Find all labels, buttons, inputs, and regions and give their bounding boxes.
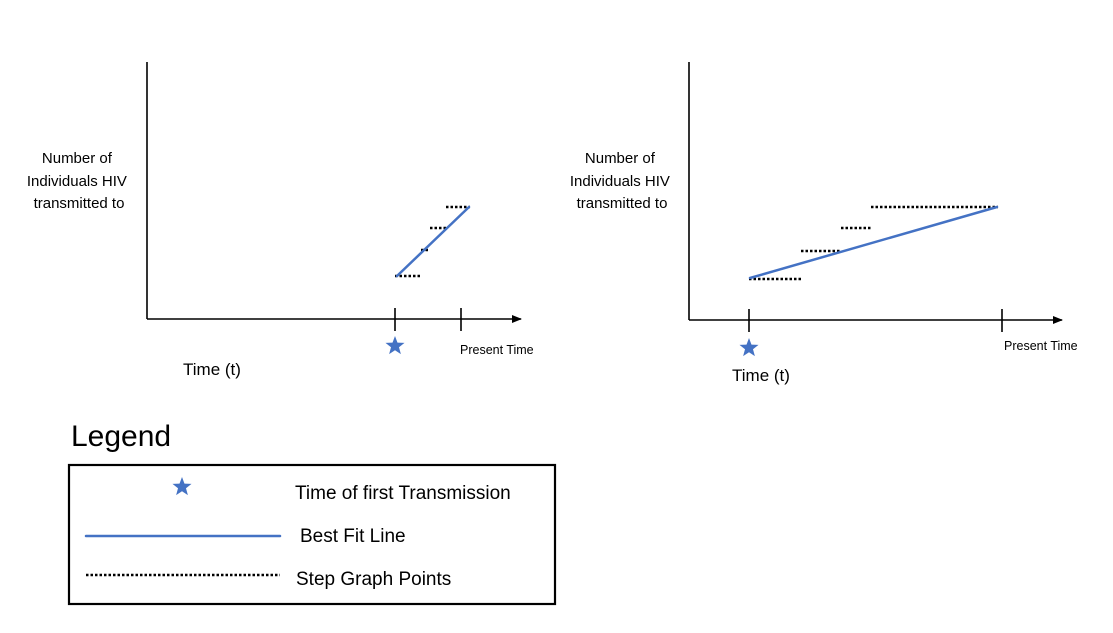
left-panel: Number of Individuals HIV transmitted to… [27,62,534,379]
right-panel: Number of Individuals HIV transmitted to… [570,62,1078,385]
legend-label-best-fit-line: Best Fit Line [300,526,406,547]
legend: Legend Time of first Transmission Best F… [67,420,557,606]
legend-star-icon [172,477,192,496]
right-y-axis-label-line-3: transmitted to [577,195,668,212]
right-best-fit-line [748,205,999,280]
right-first-transmission-star-icon [739,338,759,357]
right-present-time-label: Present Time [1004,339,1078,353]
legend-item-best-fit-line: Best Fit Line [84,526,406,547]
left-y-axis-label: Number of Individuals HIV transmitted to [27,150,131,212]
right-y-axis-label-line-1: Number of [585,150,656,167]
right-y-axis-label-line-2: Individuals HIV [570,173,670,190]
left-first-transmission-star-icon [385,336,405,355]
left-x-axis-label: Time (t) [183,360,241,379]
left-best-fit-line [395,205,471,278]
legend-title: Legend [71,420,171,453]
left-y-axis-label-line-1: Number of [42,150,113,167]
legend-box [67,463,557,606]
left-y-axis-label-line-2: Individuals HIV [27,173,127,190]
legend-item-first-transmission: Time of first Transmission [172,477,511,504]
legend-label-first-transmission: Time of first Transmission [295,483,511,504]
left-y-axis-label-line-3: transmitted to [34,195,125,212]
right-y-axis-label: Number of Individuals HIV transmitted to [570,150,674,212]
right-x-axis-label: Time (t) [732,366,790,385]
legend-item-step-graph-points: Step Graph Points [86,569,451,590]
left-present-time-label: Present Time [460,343,534,357]
legend-label-step-graph-points: Step Graph Points [296,569,451,590]
